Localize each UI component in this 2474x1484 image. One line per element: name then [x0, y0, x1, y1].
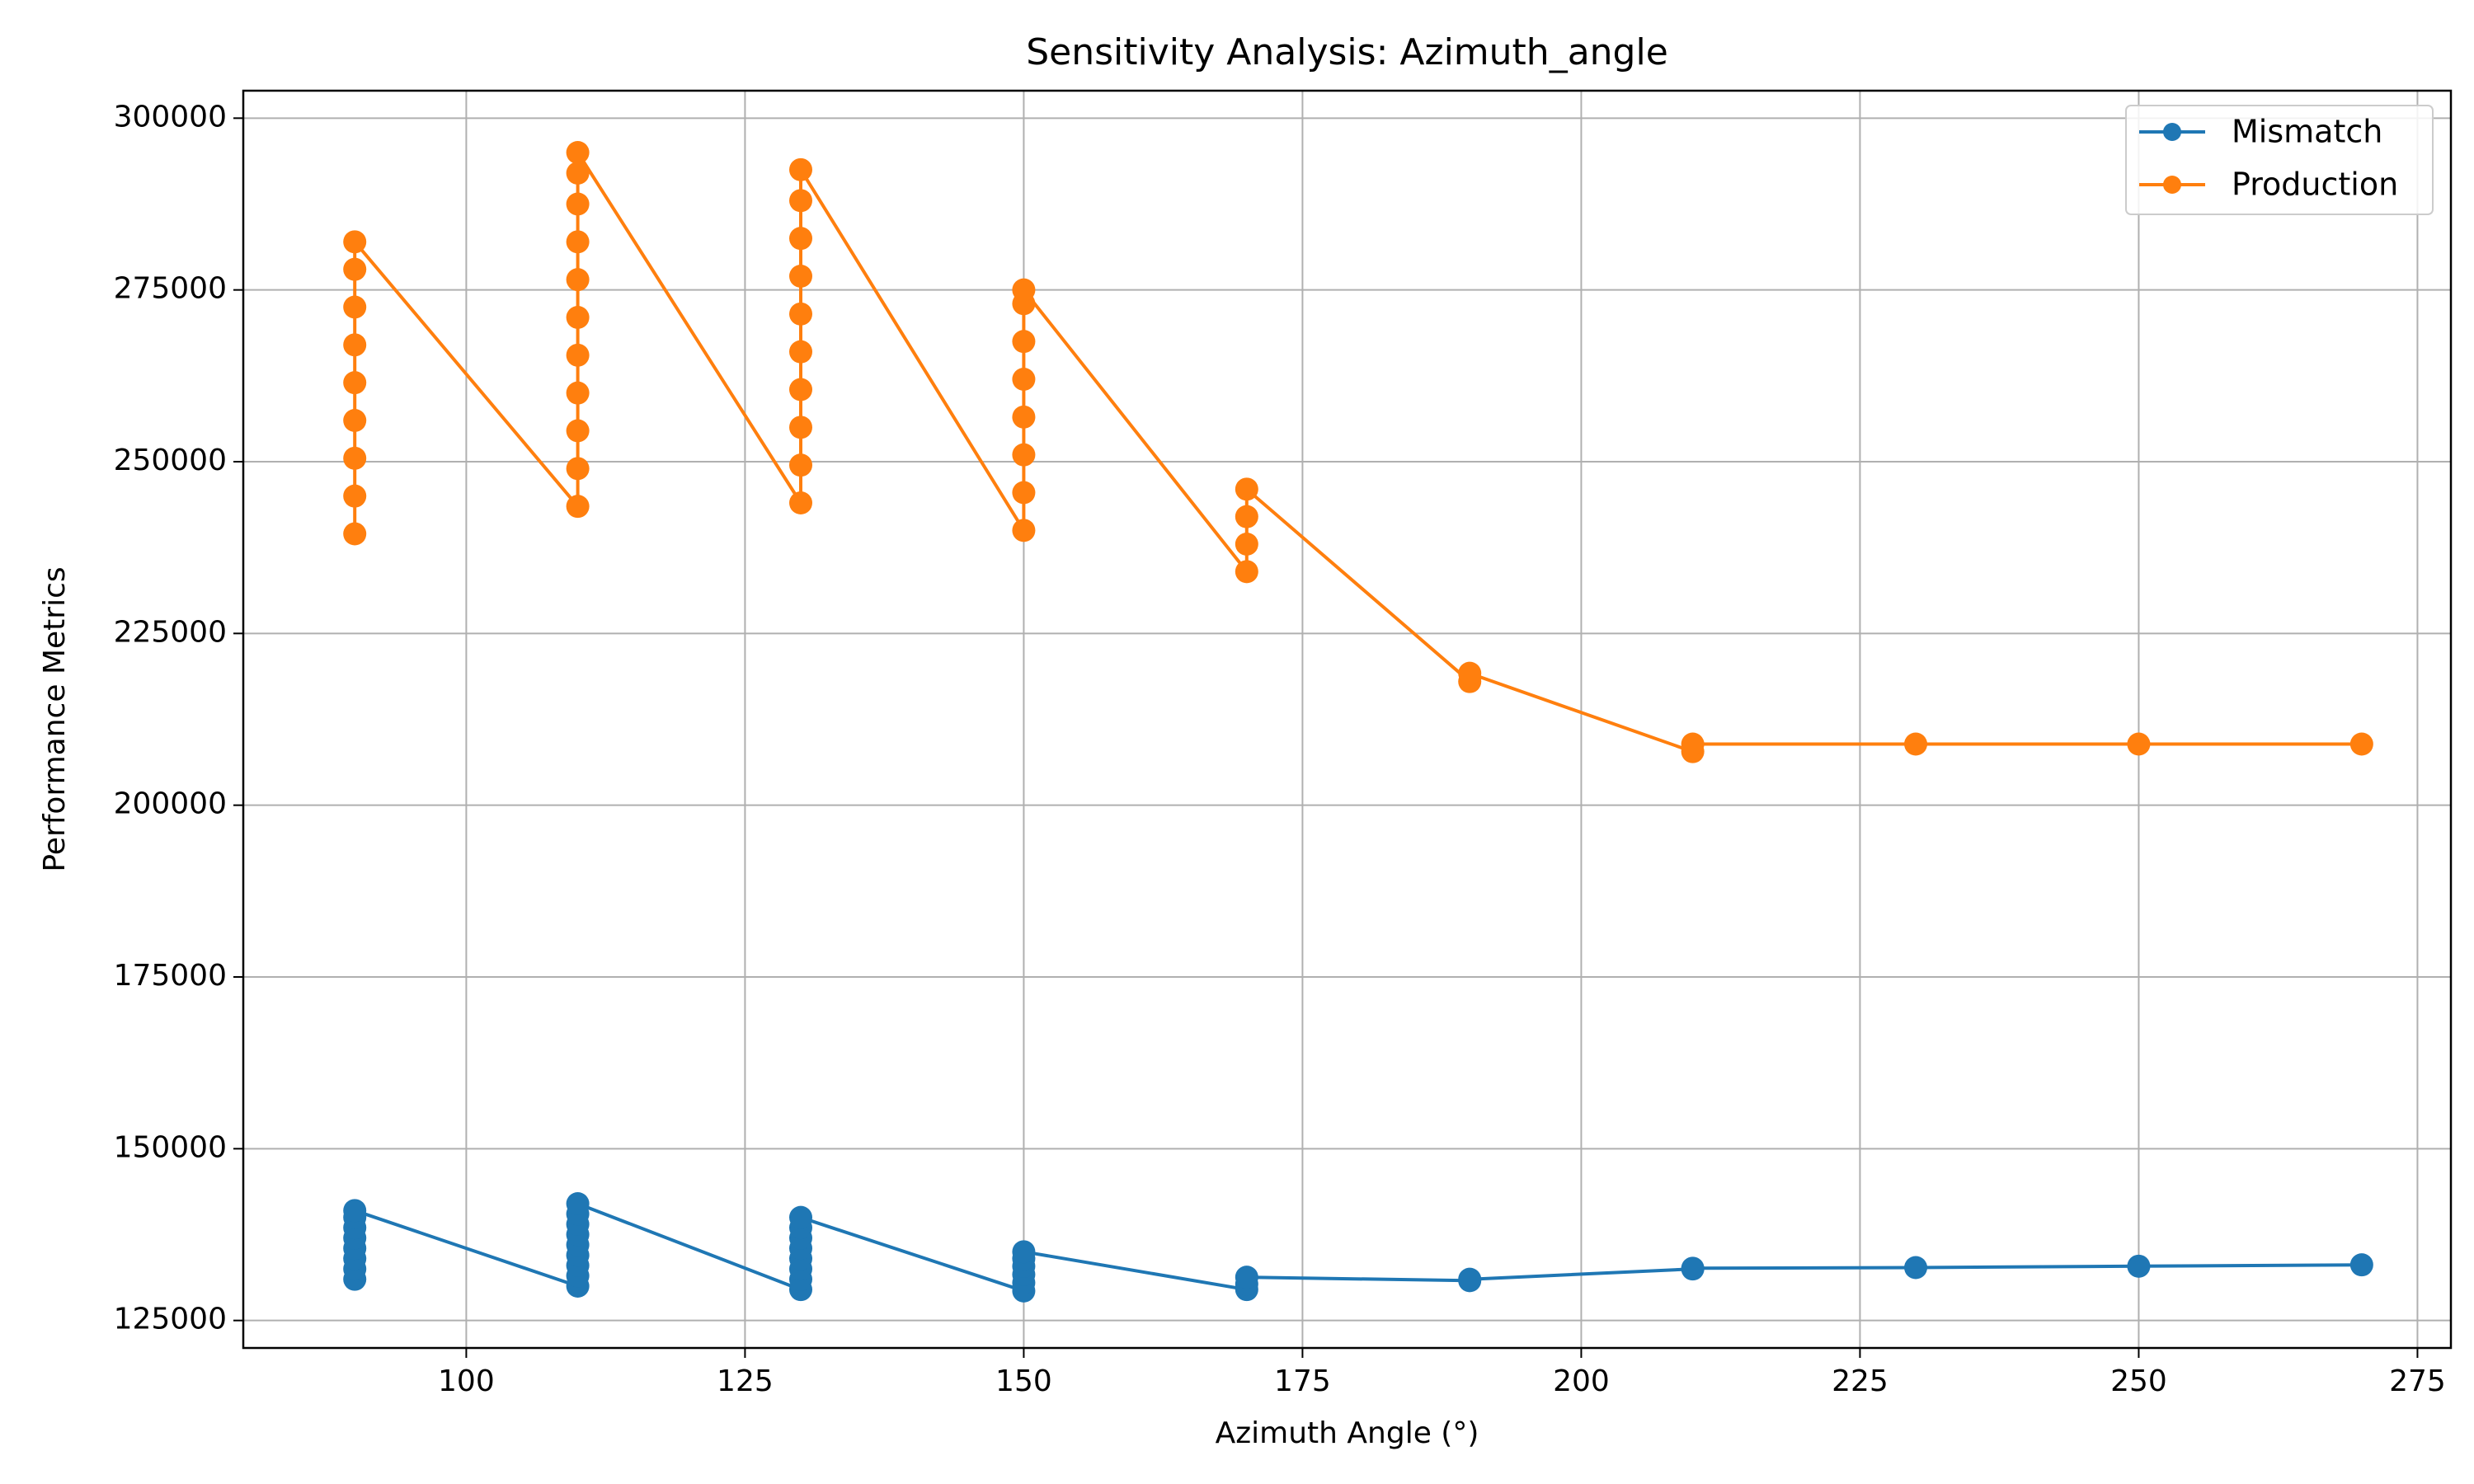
data-point-mismatch	[1235, 1266, 1258, 1289]
y-tick-label: 200000	[114, 787, 227, 821]
data-point-production	[2349, 732, 2373, 756]
data-point-production	[789, 265, 813, 288]
data-point-production	[1235, 560, 1258, 584]
data-point-mismatch	[343, 1199, 367, 1223]
x-tick-label: 100	[438, 1364, 495, 1398]
x-tick-label: 150	[995, 1364, 1052, 1398]
data-point-mismatch	[2127, 1254, 2151, 1278]
y-tick-label: 275000	[114, 272, 227, 306]
data-point-mismatch	[1458, 1267, 1482, 1291]
y-tick-label: 150000	[114, 1130, 227, 1164]
x-tick-label: 250	[2110, 1364, 2167, 1398]
data-point-mismatch	[566, 1192, 590, 1215]
data-point-production	[789, 378, 813, 402]
data-point-production	[566, 419, 590, 443]
x-tick-label: 200	[1553, 1364, 1610, 1398]
data-point-production	[1012, 330, 1036, 354]
data-point-production	[789, 189, 813, 213]
legend-label-production: Production	[2232, 167, 2398, 203]
data-point-production	[789, 453, 813, 477]
y-tick-label: 175000	[114, 959, 227, 993]
data-point-mismatch	[789, 1205, 813, 1229]
data-point-production	[343, 257, 367, 281]
data-point-production	[789, 157, 813, 181]
x-tick-label: 225	[1832, 1364, 1888, 1398]
data-point-production	[566, 457, 590, 481]
data-point-mismatch	[1904, 1256, 1928, 1280]
x-tick-label: 125	[717, 1364, 774, 1398]
grid-lines	[243, 91, 2451, 1348]
data-point-production	[343, 446, 367, 470]
data-point-production	[566, 192, 590, 216]
series-production	[343, 141, 2373, 763]
data-point-production	[343, 522, 367, 546]
data-point-production	[343, 409, 367, 432]
data-point-production	[343, 230, 367, 254]
data-point-production	[789, 302, 813, 326]
data-point-production	[566, 141, 590, 164]
data-point-production	[343, 295, 367, 319]
data-point-production	[789, 491, 813, 514]
series-group	[343, 141, 2373, 1303]
data-point-production	[343, 484, 367, 508]
data-point-production	[1904, 732, 1928, 756]
axis-ticks: 100 125 150 175 200 225 250 275 125000 150000 1750…	[114, 100, 2446, 1398]
y-tick-label: 300000	[114, 100, 227, 134]
x-tick-label: 175	[1274, 1364, 1331, 1398]
y-tick-label: 225000	[114, 615, 227, 649]
data-point-mismatch	[2349, 1253, 2373, 1277]
x-tick-label: 275	[2389, 1364, 2446, 1398]
data-point-production	[343, 371, 367, 395]
data-point-production	[1012, 278, 1036, 302]
data-point-production	[789, 227, 813, 251]
data-point-production	[1458, 661, 1482, 685]
data-point-production	[1012, 443, 1036, 467]
data-point-production	[1235, 505, 1258, 528]
data-point-production	[789, 416, 813, 439]
legend-label-mismatch: Mismatch	[2232, 114, 2382, 150]
data-point-production	[566, 495, 590, 519]
data-point-production	[1012, 481, 1036, 505]
data-point-production	[1235, 533, 1258, 556]
y-tick-label: 250000	[114, 444, 227, 477]
data-point-production	[1012, 368, 1036, 391]
data-point-production	[1012, 405, 1036, 429]
data-point-mismatch	[1681, 1256, 1705, 1280]
data-point-mismatch	[1012, 1240, 1036, 1264]
data-point-production	[566, 268, 590, 292]
data-point-production	[566, 306, 590, 329]
legend-marker-mismatch	[2163, 123, 2181, 141]
data-point-production	[566, 230, 590, 254]
plot-frame	[242, 89, 2453, 1350]
y-tick-label: 125000	[114, 1303, 227, 1336]
chart-title: Sensitivity Analysis: Azimuth_angle	[1026, 31, 1668, 73]
legend-marker-production	[2163, 176, 2181, 194]
data-point-production	[789, 340, 813, 364]
series-mismatch	[343, 1192, 2373, 1303]
y-axis-label: Performance Metrics	[38, 566, 72, 871]
legend: Mismatch Production	[2125, 105, 2434, 215]
data-point-production	[1012, 519, 1036, 542]
data-point-production	[343, 333, 367, 357]
data-point-production	[2127, 732, 2151, 756]
data-point-production	[1681, 732, 1705, 756]
data-point-production	[566, 381, 590, 405]
data-point-production	[1235, 477, 1258, 501]
data-point-production	[566, 162, 590, 185]
data-point-production	[566, 343, 590, 367]
x-axis-label: Azimuth Angle (°)	[1216, 1416, 1479, 1450]
